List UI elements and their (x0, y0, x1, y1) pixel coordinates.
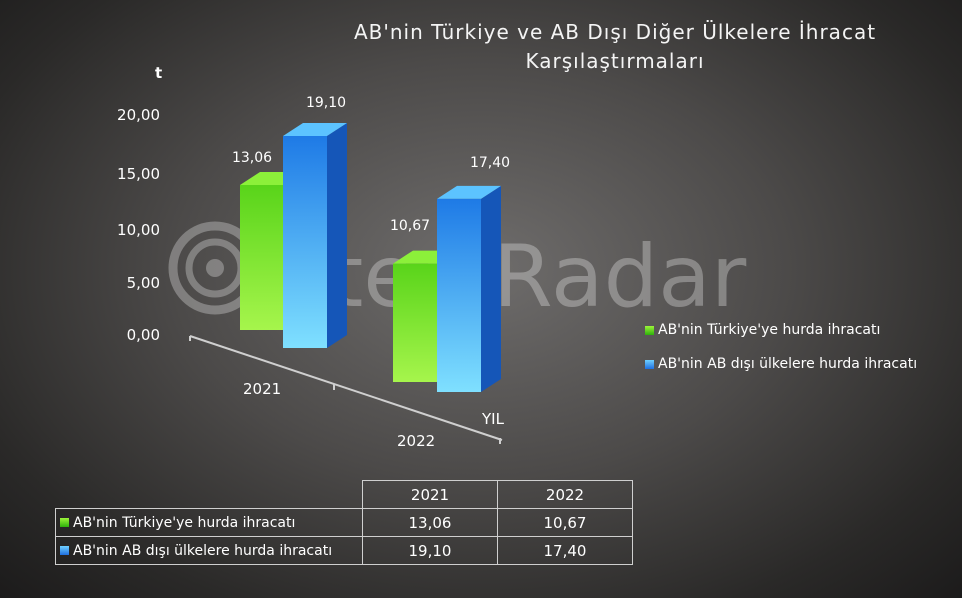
x-tick-label-2021: 2021 (243, 380, 282, 398)
legend-swatch-blue (645, 359, 654, 369)
chart-title: AB'nin Türkiye ve AB Dışı Diğer Ülkelere… (353, 20, 877, 73)
data-table-header: 2021 (362, 480, 498, 509)
legend-swatch-blue (60, 545, 69, 555)
bar-2022-series-1-top (437, 185, 501, 199)
data-table-cell: 10,67 (497, 508, 633, 537)
y-tick-label: 15,00 (117, 165, 160, 183)
x-tick-label-2022: 2022 (397, 432, 436, 450)
y-tick-label: 10,00 (117, 221, 160, 239)
data-table-cell: 19,10 (362, 536, 498, 565)
table-row: AB'nin Türkiye'ye hurda ihracatı 13,06 1… (55, 508, 633, 537)
watermark-text: SteelRadar (275, 227, 747, 327)
legend: AB'nin Türkiye'ye hurda ihracatı AB'nin … (645, 313, 917, 381)
legend-swatch-green (60, 517, 69, 527)
legend-label: AB'nin AB dışı ülkelere hurda ihracatı (658, 356, 918, 372)
data-table-series-name: AB'nin Türkiye'ye hurda ihracatı (55, 508, 363, 537)
series-name-text: AB'nin Türkiye'ye hurda ihracatı (73, 514, 296, 531)
series-name-text: AB'nin AB dışı ülkelere hurda ihracatı (73, 542, 333, 559)
bar-2021-series-1-top (283, 122, 347, 136)
y-tick-label: 0,00 (126, 326, 160, 344)
legend-label: AB'nin Türkiye'ye hurda ihracatı (658, 322, 881, 338)
y-tick-label: 20,00 (117, 106, 160, 124)
y-axis-label: t (155, 64, 163, 82)
data-label: 17,40 (469, 155, 511, 171)
bar-2022-series-1 (437, 198, 481, 392)
data-table: 2021 2022 AB'nin Türkiye'ye hurda ihraca… (55, 480, 633, 565)
bars-group (240, 122, 501, 392)
legend-item-turkiye: AB'nin Türkiye'ye hurda ihracatı (645, 313, 917, 347)
data-table-cell: 17,40 (497, 536, 633, 565)
x-axis-label: YIL (482, 410, 504, 428)
bar-2021-series-1-side (327, 122, 347, 349)
data-table-header-row: 2021 2022 (56, 480, 633, 509)
data-label: 10,67 (389, 218, 431, 234)
table-row: AB'nin AB dışı ülkelere hurda ihracatı 1… (55, 536, 633, 565)
data-table-corner (56, 481, 363, 509)
bar-2022-series-1-side (481, 185, 501, 392)
data-table-header: 2022 (497, 480, 633, 509)
data-label: 13,06 (231, 150, 273, 166)
bar-2022-series-0 (393, 263, 437, 382)
y-tick-label: 5,00 (126, 274, 160, 292)
data-table-cell: 13,06 (362, 508, 498, 537)
legend-swatch-green (645, 325, 654, 335)
x-axis-line (189, 335, 503, 441)
bar-2021-series-1 (283, 135, 327, 348)
data-table-series-name: AB'nin AB dışı ülkelere hurda ihracatı (55, 536, 363, 565)
legend-item-ab-disi: AB'nin AB dışı ülkelere hurda ihracatı (645, 347, 917, 381)
bar-2021-series-0 (240, 185, 284, 330)
watermark-logo: SteelRadar (168, 221, 747, 327)
data-label: 19,10 (305, 95, 347, 111)
